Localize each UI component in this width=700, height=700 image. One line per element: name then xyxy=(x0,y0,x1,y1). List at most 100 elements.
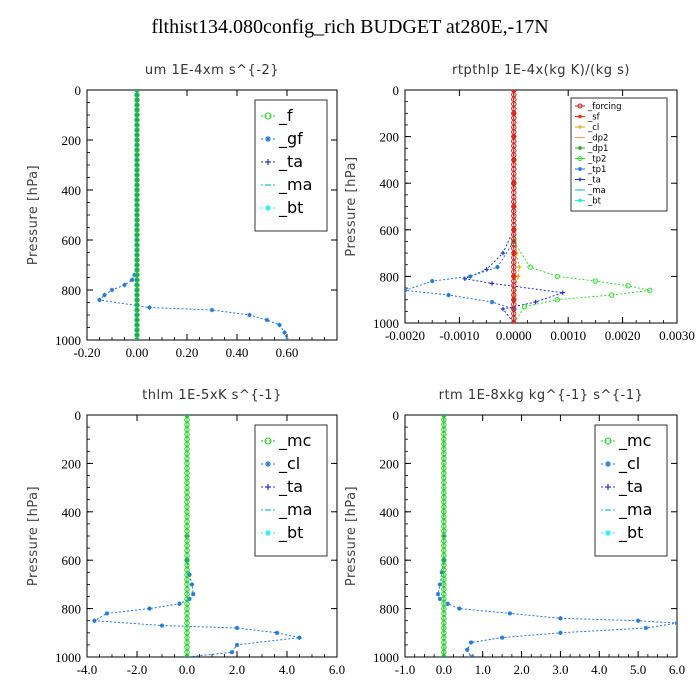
data-point xyxy=(129,277,135,283)
data-point xyxy=(234,642,240,648)
y-tick-label: 200 xyxy=(62,133,82,148)
x-tick-label: 0.0 xyxy=(436,662,452,677)
data-point xyxy=(134,267,140,273)
data-point xyxy=(495,264,500,270)
data-point xyxy=(533,299,538,305)
data-point xyxy=(405,288,408,293)
legend-label: _tp2 xyxy=(587,155,606,165)
panel-title: um 1E-4xm s^{-2} xyxy=(145,63,279,78)
data-point xyxy=(134,192,140,198)
data-point xyxy=(558,616,563,621)
data-point xyxy=(134,262,140,268)
legend-marker xyxy=(605,461,611,467)
data-point xyxy=(274,630,280,635)
x-tick-label: 3.0 xyxy=(552,662,568,677)
legend-marker xyxy=(264,437,272,445)
legend-label: _bt xyxy=(278,198,303,218)
x-tick-label: 5.0 xyxy=(630,662,646,677)
data-point xyxy=(134,207,140,213)
data-point xyxy=(134,232,140,238)
y-tick-label: 0 xyxy=(75,408,82,423)
legend-label: _bt xyxy=(587,197,602,207)
data-point xyxy=(457,606,462,611)
x-tick-label: 0.00 xyxy=(126,345,149,360)
data-point xyxy=(439,570,445,575)
data-point xyxy=(592,278,599,284)
legend-label: _mc xyxy=(278,431,311,451)
data-point xyxy=(134,187,140,193)
y-tick-label: 200 xyxy=(380,456,400,471)
data-point xyxy=(134,152,140,158)
data-point xyxy=(184,654,190,657)
x-tick-label: 0.0000 xyxy=(496,328,532,343)
data-point xyxy=(134,172,140,178)
y-tick-label: 800 xyxy=(62,283,82,298)
data-point xyxy=(521,303,528,310)
data-point xyxy=(134,102,140,108)
x-tick-label: 2.0 xyxy=(513,662,529,677)
y-tick-label: 800 xyxy=(380,269,400,284)
data-point xyxy=(104,611,110,616)
figure-title: flthist134.080config_rich BUDGET at280E,… xyxy=(151,16,549,38)
legend-label: _ta xyxy=(278,477,303,497)
series-line xyxy=(437,415,677,657)
data-point xyxy=(134,142,140,148)
y-tick-label: 200 xyxy=(380,130,400,145)
legend-label: _tp1 xyxy=(587,165,606,175)
legend-label: _bt xyxy=(618,523,643,543)
data-point xyxy=(209,307,215,313)
legend-marker xyxy=(265,484,271,490)
legend-label: _ta xyxy=(587,176,601,186)
legend-label: _gf xyxy=(278,129,303,149)
panel-2: rtpthlp 1E-4x(kg K)/(kg s) Pressure [hPa]… xyxy=(344,63,695,343)
y-tick-label: 400 xyxy=(62,505,82,520)
data-point xyxy=(134,167,140,173)
legend-label: _cl xyxy=(278,454,300,474)
data-point xyxy=(625,283,631,289)
data-point xyxy=(430,278,435,284)
data-point xyxy=(134,90,140,93)
data-point xyxy=(92,618,97,623)
legend-label: _ma xyxy=(587,186,606,196)
y-tick-label: 0 xyxy=(393,408,400,423)
legend-label: _bt xyxy=(278,523,303,543)
data-point xyxy=(134,252,140,258)
legend-label: _forcing xyxy=(587,102,622,112)
legend-marker xyxy=(265,530,271,536)
data-point xyxy=(134,242,140,248)
y-tick-label: 1000 xyxy=(55,333,81,348)
y-tick-label: 400 xyxy=(62,183,82,198)
data-point xyxy=(122,282,127,288)
panel-1: um 1E-4xm s^{-2} Pressure [hPa] -0.20 0.00 0… xyxy=(26,63,338,360)
data-point xyxy=(134,272,140,278)
data-point xyxy=(109,287,115,293)
legend-marker xyxy=(578,114,582,119)
legend-label: _ta xyxy=(618,477,643,497)
legend-marker xyxy=(577,156,583,161)
data-point xyxy=(134,117,140,123)
legend-label: _ma xyxy=(278,500,312,520)
legend-label: _ma xyxy=(278,175,312,195)
data-point xyxy=(284,337,290,340)
data-point xyxy=(134,217,140,223)
y-tick-label: 400 xyxy=(380,176,400,191)
x-tick-label: 0.0010 xyxy=(550,328,586,343)
legend-label: _dp1 xyxy=(587,144,608,154)
legend-marker xyxy=(604,437,612,445)
x-tick-label: -0.0020 xyxy=(385,328,425,343)
x-tick-label: 0.0020 xyxy=(605,328,641,343)
data-point xyxy=(134,162,140,168)
data-point xyxy=(247,312,252,318)
data-point xyxy=(134,147,140,153)
legend-marker xyxy=(578,198,582,203)
data-point xyxy=(229,649,235,655)
panel-4: rtm 1E-8xkg kg^{-1} s^{-1} Pressure [hPa]… xyxy=(344,388,685,677)
panel-3: thlm 1E-5xK s^{-1} Pressure [hPa] -4.0 -2.0… xyxy=(26,388,345,677)
legend-marker xyxy=(264,112,272,120)
x-tick-label: -2.0 xyxy=(127,662,148,677)
data-point xyxy=(282,330,287,335)
data-point xyxy=(489,299,495,305)
data-point xyxy=(499,635,505,640)
legend-box xyxy=(570,97,668,212)
panel-title: rtpthlp 1E-4x(kg K)/(kg s) xyxy=(452,63,630,78)
